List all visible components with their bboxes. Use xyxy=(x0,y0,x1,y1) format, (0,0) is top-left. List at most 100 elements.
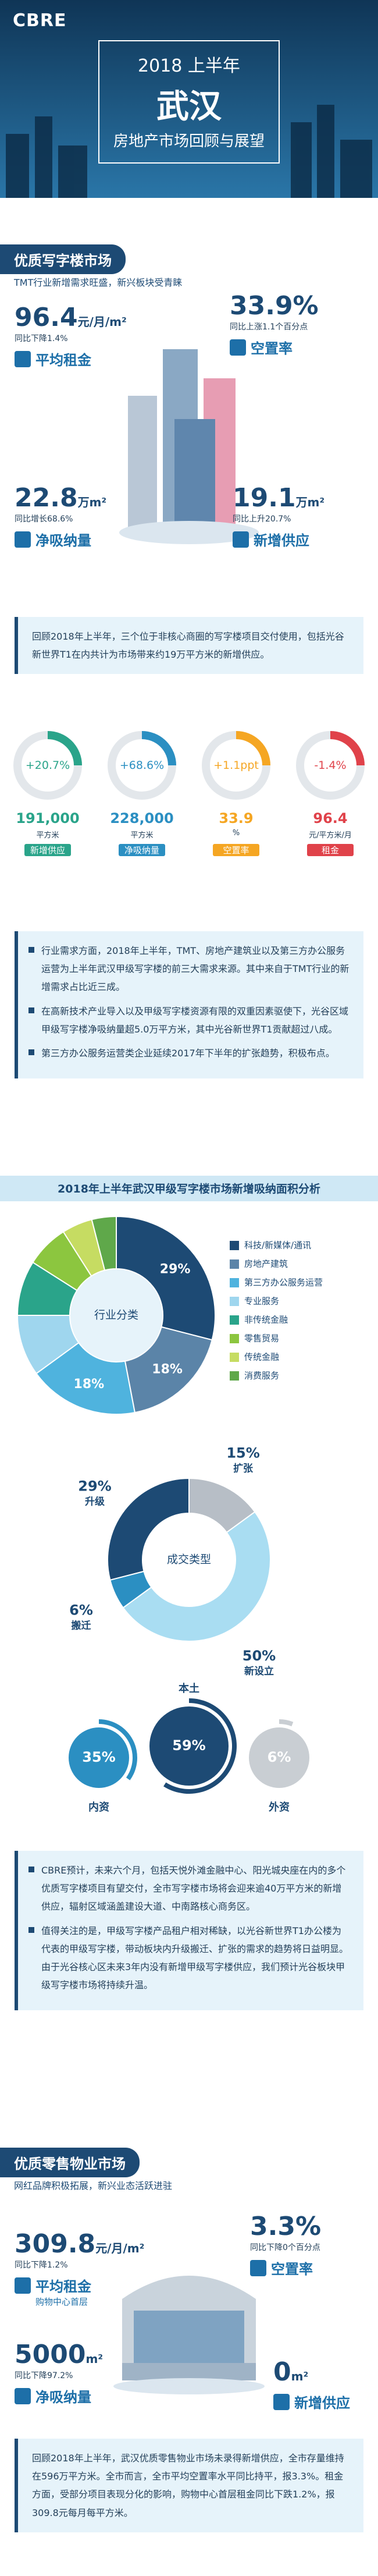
bullet-dot xyxy=(28,1926,34,1933)
bullet-dot xyxy=(28,947,34,953)
kpi-label-row: 新增供应 xyxy=(233,529,324,549)
kpi-label: 净吸纳量 xyxy=(35,533,91,549)
bullet: 值得关注的是，甲级写字楼产品租户相对稀缺，以光谷新世界T1办公楼为代表的甲级写字… xyxy=(28,1922,350,1995)
kpi-change: 同比上涨1.1个百分点 xyxy=(230,322,308,332)
ring-unit: 元/平方米/月 xyxy=(309,831,352,840)
summary: 回顾2018年上半年，武汉优质零售物业市场未录得新增供应，全市存量维持在596万… xyxy=(15,2439,363,2532)
legend-swatch xyxy=(230,1371,239,1381)
ring-label: 空置率 xyxy=(213,844,259,856)
donut-segment xyxy=(109,1570,152,1609)
donut-segment xyxy=(116,1215,216,1341)
kpi-change: 同比下降1.4% xyxy=(15,334,68,343)
bullet: 行业需求方面，2018年上半年，TMT、房地产建筑业以及第三方办公服务运营为上半… xyxy=(28,942,350,996)
kpi-change: 同比下降0个百分点 xyxy=(250,2243,320,2252)
legend-label: 科技/新媒体/通讯 xyxy=(244,1240,311,1251)
kpi-label-row: 新增供应 xyxy=(273,2392,350,2412)
ring-value: 191,000 xyxy=(16,810,80,826)
analysis-title: 2018年上半年武汉甲级写字楼市场新增吸纳面积分析 xyxy=(58,1183,320,1195)
ring-value: 33.9 xyxy=(219,810,254,826)
kpi-value-row: 0m² xyxy=(273,2357,350,2387)
legend-swatch xyxy=(230,1297,239,1306)
ring-change: +20.7% xyxy=(26,759,70,772)
kpi-value-row: 96.4元/月/m² xyxy=(15,303,127,332)
section-subtitle: 网红品牌积极拓展，新兴业态活跃进驻 xyxy=(14,2180,173,2191)
kpi-label: 空置率 xyxy=(251,340,293,357)
origin-arc xyxy=(99,1719,137,1780)
kpi: 96.4元/月/m² 同比下降1.4% 平均租金 xyxy=(15,303,127,369)
header-year: 2018 上半年 xyxy=(138,56,240,76)
legend-swatch xyxy=(230,1334,239,1343)
kpi-change: 同比下降1.2% xyxy=(15,2261,68,2270)
donut-segment xyxy=(107,1477,190,1581)
kpi: 33.9% 同比上涨1.1个百分点 空置率 xyxy=(230,291,319,357)
kpi-sub: 购物中心首层 xyxy=(35,2297,88,2307)
legend-swatch xyxy=(230,1315,239,1325)
kpi-label: 平均租金 xyxy=(35,352,91,368)
origin-track xyxy=(249,1727,309,1788)
bullet-list: 行业需求方面，2018年上半年，TMT、房地产建筑业以及第三方办公服务运营为上半… xyxy=(15,931,363,1079)
kpi-icon xyxy=(15,2277,31,2294)
kpi-icon xyxy=(233,531,249,548)
kpi: 5000m² 同比下降97.2% 净吸纳量 xyxy=(15,2340,103,2406)
data-label: 35% xyxy=(82,1749,115,1765)
outlook-list: CBRE预计，未来六个月，包括天悦外滩金融中心、阳光城央座在内的多个优质写字楼项… xyxy=(15,1851,363,2011)
analysis-bar xyxy=(0,1176,378,1201)
ring-label: 新增供应 xyxy=(24,844,71,856)
category-label: 扩张 xyxy=(233,1462,254,1474)
kpi-icon xyxy=(15,350,31,367)
ring-value: 96.4 xyxy=(313,810,348,826)
kpi-label-row: 空置率 xyxy=(230,337,319,357)
bullet-dot xyxy=(28,1049,34,1055)
data-label: 29% xyxy=(160,1262,191,1277)
kpi-unit: 元/月/m² xyxy=(77,315,127,329)
kpi-label-row: 净吸纳量 xyxy=(15,2386,103,2406)
kpi-value: 19.1 xyxy=(233,483,296,513)
kpi-label-row: 净吸纳量 xyxy=(15,529,106,549)
kpi-change: 同比下降97.2% xyxy=(15,2371,73,2380)
kpi-label-row: 平均租金 xyxy=(15,349,127,369)
kpi-icon xyxy=(15,531,31,548)
ring-arc xyxy=(330,731,365,766)
section-subtitle: TMT行业新增需求旺盛，新兴板块受青睐 xyxy=(14,277,183,288)
ring: +20.7% xyxy=(13,731,82,800)
kpi-change: 同比增长68.6% xyxy=(15,515,73,524)
legend-label: 消费服务 xyxy=(244,1371,279,1381)
legend-swatch xyxy=(230,1241,239,1250)
legend-label: 非传统金融 xyxy=(244,1315,288,1325)
kpi-label-row: 空置率 xyxy=(250,2258,321,2278)
kpi-unit: 万m² xyxy=(77,495,107,509)
kpi-unit: m² xyxy=(85,2352,104,2366)
kpi-label: 新增供应 xyxy=(254,533,309,549)
data-label: 15% xyxy=(226,1445,259,1461)
data-label: 18% xyxy=(152,1362,183,1376)
donut-hole xyxy=(65,1264,167,1367)
kpi-label: 新增供应 xyxy=(294,2395,350,2411)
donut-segment xyxy=(35,1342,136,1415)
kpi-value-row: 309.8元/月/m² xyxy=(15,2229,144,2259)
kpi-value: 22.8 xyxy=(15,483,78,513)
bullet: CBRE预计，未来六个月，包括天悦外滩金融中心、阳光城央座在内的多个优质写字楼项… xyxy=(28,1861,350,1916)
kpi-value: 5000 xyxy=(15,2340,86,2369)
section-title: 优质零售物业市场 xyxy=(0,2148,140,2177)
legend-label: 第三方办公服务运营 xyxy=(244,1278,323,1288)
ring-arc xyxy=(236,731,270,766)
kpi-icon xyxy=(273,2393,290,2410)
origin-track xyxy=(149,1706,229,1786)
donut-segment xyxy=(124,1326,213,1414)
ring-change: +68.6% xyxy=(120,759,164,772)
mall-illustration xyxy=(113,2276,265,2394)
kpi-change: 同比上升20.7% xyxy=(233,515,291,524)
header-city: 武汉 xyxy=(156,88,222,126)
legend-swatch xyxy=(230,1259,239,1269)
ring: -1.4% xyxy=(296,731,365,800)
data-label: 29% xyxy=(78,1478,111,1494)
category-label: 搬迁 xyxy=(72,1619,91,1631)
kpi-unit: m² xyxy=(291,2369,309,2383)
kpi-label: 空置率 xyxy=(271,2261,313,2277)
kpi-unit: 元/月/m² xyxy=(95,2241,145,2255)
data-label: 59% xyxy=(172,1737,205,1754)
ring: +1.1ppt xyxy=(202,731,270,800)
kpi-value-row: 22.8万m² xyxy=(15,483,106,513)
kpi: 0m² 新增供应 xyxy=(273,2357,350,2412)
logo: CBRE xyxy=(13,10,67,31)
